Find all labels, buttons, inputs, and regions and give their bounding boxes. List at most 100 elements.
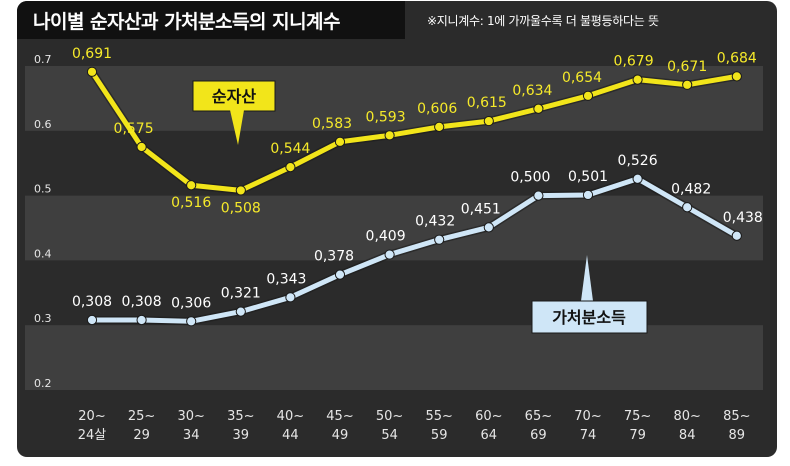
- x-tick-label: 55~: [425, 409, 452, 424]
- x-tick-label: 79: [629, 428, 646, 443]
- net-assets-point: [632, 74, 643, 85]
- net-assets-point: [136, 141, 147, 153]
- net-assets-point: [186, 180, 197, 191]
- disposable-income-data-label: 0,321: [221, 286, 261, 302]
- x-tick-label: 69: [530, 428, 547, 443]
- x-tick-label: 30~: [177, 409, 204, 424]
- net-assets-data-label: 0,575: [114, 121, 154, 137]
- net-assets-point: [86, 66, 98, 77]
- disposable-income-point: [731, 230, 742, 241]
- net-assets-point: [384, 130, 395, 141]
- disposable-income-point: [483, 222, 494, 233]
- x-tick-label: 20~: [78, 409, 105, 424]
- x-tick-label: 45~: [326, 409, 353, 424]
- disposable-income-data-label: 0,501: [568, 169, 608, 185]
- disposable-income-data-label: 0,308: [122, 294, 162, 310]
- x-tick-label: 84: [679, 428, 696, 443]
- net-assets-data-label: 0,634: [512, 83, 552, 99]
- net-assets-data-label: 0,654: [562, 70, 602, 86]
- chart-title: 나이별 순자산과 가처분소득의 지니계수: [33, 11, 341, 33]
- net-assets-callout-pointer: [230, 110, 244, 145]
- y-tick-label: 0.6: [34, 118, 52, 131]
- x-tick-label: 44: [282, 428, 299, 443]
- x-tick-label: 54: [381, 428, 398, 443]
- disposable-income-data-label: 0,432: [415, 214, 455, 230]
- disposable-income-point: [334, 269, 346, 280]
- x-tick-label: 24살: [78, 428, 107, 443]
- net-assets-data-label: 0,544: [270, 141, 310, 157]
- disposable-income-point: [632, 173, 643, 184]
- x-tick-label: 75~: [624, 409, 651, 424]
- y-tick-label: 0.4: [34, 247, 52, 260]
- x-tick-label: 40~: [277, 409, 304, 424]
- disposable-income-point: [533, 190, 544, 201]
- disposable-income-data-label: 0,306: [171, 295, 211, 311]
- x-tick-label: 60~: [475, 409, 502, 424]
- net-assets-data-label: 0,508: [221, 200, 261, 216]
- disposable-income-point: [235, 306, 246, 317]
- disposable-income-data-label: 0,526: [618, 153, 658, 169]
- x-tick-label: 89: [729, 428, 746, 443]
- x-tick-label: 39: [233, 428, 250, 443]
- disposable-income-data-label: 0,451: [461, 201, 501, 217]
- disposable-income-data-label: 0,482: [671, 181, 711, 197]
- x-tick-label: 59: [431, 428, 448, 443]
- net-assets-point: [434, 121, 445, 133]
- x-tick-label: 85~: [723, 409, 750, 424]
- net-assets-point: [731, 71, 742, 82]
- disposable-income-point: [384, 249, 395, 260]
- disposable-income-data-label: 0,438: [723, 210, 763, 226]
- y-tick-label: 0.3: [34, 312, 52, 325]
- net-assets-data-label: 0,615: [467, 95, 507, 111]
- net-assets-data-label: 0,679: [614, 54, 654, 70]
- net-assets-callout-box: [192, 80, 276, 112]
- grid-band-2: [25, 325, 763, 390]
- chart-card: 나이별 순자산과 가처분소득의 지니계수 ※지니계수: 1에 가까울수록 더 불…: [17, 1, 777, 457]
- x-tick-label: 35~: [227, 409, 254, 424]
- net-assets-data-label: 0,516: [171, 195, 211, 211]
- disposable-income-data-label: 0,378: [314, 249, 354, 265]
- disposable-income-point: [136, 314, 147, 326]
- net-assets-point: [235, 185, 246, 196]
- net-assets-data-label: 0,583: [312, 116, 352, 132]
- disposable-income-point: [86, 314, 98, 326]
- disposable-income-point: [682, 202, 693, 213]
- net-assets-data-label: 0,593: [366, 109, 406, 125]
- net-assets-line: [89, 69, 740, 193]
- net-assets-point: [285, 161, 296, 173]
- disposable-income-data-label: 0,500: [510, 170, 550, 186]
- disposable-income-line: [89, 176, 740, 324]
- x-tick-label: 74: [580, 428, 597, 443]
- gini-note: ※지니계수: 1에 가까울수록 더 불평등하다는 뜻: [427, 14, 659, 28]
- x-tick-label: 50~: [376, 409, 403, 424]
- title-bar: 나이별 순자산과 가처분소득의 지니계수: [17, 1, 405, 39]
- net-assets-point: [682, 79, 693, 90]
- net-assets-data-label: 0,684: [717, 50, 757, 66]
- disposable-income-data-label: 0,343: [266, 271, 306, 287]
- net-assets-data-label: 0,691: [72, 46, 112, 62]
- x-tick-label: 80~: [673, 409, 700, 424]
- x-tick-label: 70~: [574, 409, 601, 424]
- net-assets-data-label: 0,606: [417, 101, 457, 117]
- disposable-income-point: [582, 189, 594, 201]
- y-tick-label: 0.7: [34, 53, 52, 66]
- net-assets-point: [533, 103, 544, 114]
- x-tick-label: 29: [133, 428, 150, 443]
- y-tick-label: 0.2: [34, 377, 52, 390]
- disposable-income-callout-pointer: [581, 255, 593, 301]
- disposable-income-legend-label: 가처분소득: [552, 308, 626, 327]
- net-assets-point: [582, 90, 594, 101]
- net-assets-point: [483, 115, 494, 127]
- x-tick-label: 49: [332, 428, 349, 443]
- x-tick-label: 34: [183, 428, 200, 443]
- y-tick-label: 0.5: [34, 183, 52, 196]
- x-tick-label: 25~: [128, 409, 155, 424]
- net-assets-data-label: 0,671: [667, 59, 707, 75]
- line-chart: 0.2 0.3 0.4 0.5 0.6 0.7 20~ 24살 25~ 29 30~ 34 35~ 39 4…: [25, 46, 763, 443]
- disposable-income-data-label: 0,409: [366, 229, 406, 245]
- x-tick-label: 65~: [525, 409, 552, 424]
- disposable-income-callout-box: [531, 300, 648, 334]
- disposable-income-point: [186, 316, 197, 327]
- net-assets-point: [334, 136, 346, 147]
- disposable-income-data-label: 0,308: [72, 294, 112, 310]
